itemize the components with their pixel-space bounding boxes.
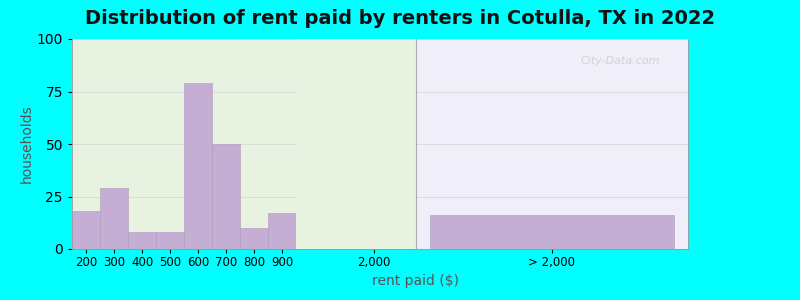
- Bar: [212, 144, 240, 249]
- Bar: [268, 213, 296, 249]
- Text: rent paid ($): rent paid ($): [373, 274, 459, 288]
- Y-axis label: households: households: [20, 105, 34, 183]
- Text: City-Data.com: City-Data.com: [580, 56, 660, 66]
- Bar: [156, 232, 184, 249]
- Text: Distribution of rent paid by renters in Cotulla, TX in 2022: Distribution of rent paid by renters in …: [85, 9, 715, 28]
- Bar: [128, 232, 156, 249]
- Bar: [184, 83, 212, 249]
- Bar: [240, 228, 268, 249]
- Bar: [430, 215, 674, 249]
- Bar: [100, 188, 128, 249]
- Bar: [72, 211, 100, 249]
